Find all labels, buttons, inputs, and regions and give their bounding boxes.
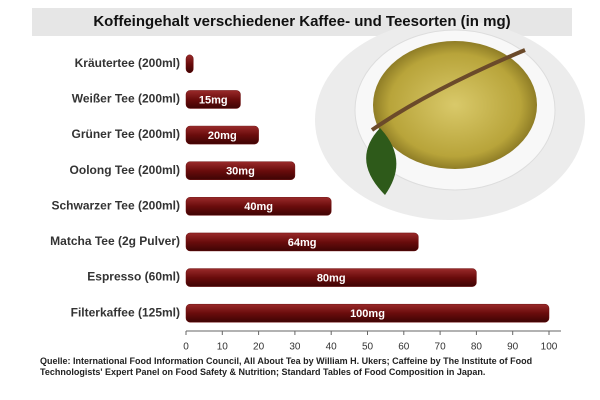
chart-title: Koffeingehalt verschiedener Kaffee- und … — [93, 13, 510, 30]
x-tick-label: 80 — [471, 342, 483, 353]
value-label: 100mg — [350, 308, 385, 320]
x-tick-label: 30 — [289, 342, 301, 353]
bar — [185, 303, 550, 323]
value-label: 20mg — [208, 130, 237, 142]
category-label: Grüner Tee (200ml) — [72, 127, 180, 141]
x-tick-label: 90 — [507, 342, 519, 353]
x-tick-label: 70 — [435, 342, 447, 353]
source-note: Quelle: International Food Information C… — [40, 356, 533, 377]
bar — [185, 125, 259, 145]
category-label: Kräutertee (200ml) — [75, 56, 180, 70]
bar — [185, 90, 241, 109]
x-tick-label: 50 — [362, 342, 374, 353]
category-label: Oolong Tee (200ml) — [70, 163, 180, 177]
bar — [185, 161, 296, 180]
value-label: 15mg — [199, 94, 228, 106]
bar — [185, 232, 419, 252]
x-tick-label: 0 — [183, 342, 189, 353]
category-label: Espresso (60ml) — [87, 270, 180, 284]
category-label: Filterkaffee (125ml) — [71, 305, 180, 319]
x-tick-label: 40 — [326, 342, 338, 353]
category-label: Schwarzer Tee (200ml) — [51, 198, 180, 212]
tea-cup-illustration — [315, 20, 585, 220]
value-label: 30mg — [226, 166, 255, 178]
bar — [185, 197, 332, 216]
x-tick-label: 10 — [217, 342, 229, 353]
bar — [185, 54, 194, 74]
value-label: 80mg — [317, 272, 346, 284]
value-label: 40mg — [244, 201, 273, 213]
x-tick-label: 20 — [253, 342, 265, 353]
bar — [185, 268, 477, 287]
value-label: 64mg — [288, 237, 317, 249]
x-tick-label: 100 — [541, 342, 558, 353]
category-label: Weißer Tee (200ml) — [72, 92, 180, 106]
x-tick-label: 60 — [398, 342, 410, 353]
category-label: Matcha Tee (2g Pulver) — [50, 234, 180, 248]
